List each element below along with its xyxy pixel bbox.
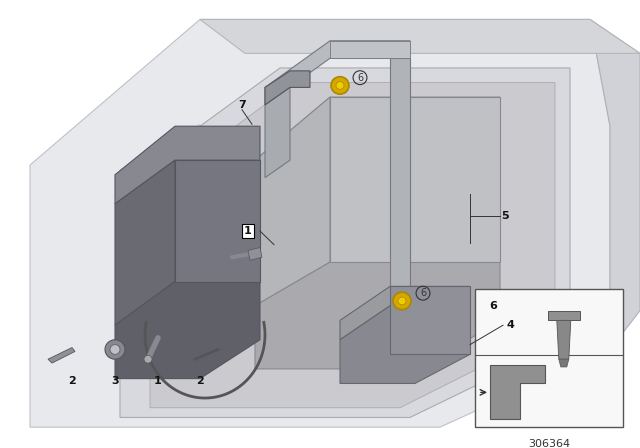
Circle shape: [393, 292, 411, 310]
Polygon shape: [265, 71, 310, 105]
Text: 6: 6: [357, 73, 363, 83]
Circle shape: [144, 355, 152, 363]
Polygon shape: [248, 248, 262, 260]
Text: 3: 3: [111, 375, 119, 386]
Text: 5: 5: [501, 211, 509, 220]
Polygon shape: [120, 68, 570, 418]
Polygon shape: [255, 97, 330, 306]
Polygon shape: [390, 286, 470, 354]
Circle shape: [336, 82, 344, 89]
Text: 2: 2: [196, 375, 204, 386]
Polygon shape: [30, 19, 610, 427]
Polygon shape: [115, 281, 260, 379]
Polygon shape: [115, 160, 175, 325]
Text: 7: 7: [238, 100, 246, 110]
Circle shape: [331, 77, 349, 94]
Text: 2: 2: [68, 375, 76, 386]
Polygon shape: [590, 19, 640, 349]
Circle shape: [110, 345, 120, 354]
Polygon shape: [330, 41, 410, 58]
Polygon shape: [150, 82, 555, 408]
Text: 6: 6: [420, 288, 426, 298]
Polygon shape: [265, 41, 410, 105]
Text: 1: 1: [154, 375, 162, 386]
Text: 1: 1: [244, 226, 252, 236]
Polygon shape: [559, 359, 569, 367]
Polygon shape: [390, 58, 410, 325]
Polygon shape: [255, 262, 500, 369]
Text: 4: 4: [506, 320, 514, 330]
Polygon shape: [200, 19, 640, 53]
Polygon shape: [340, 306, 470, 383]
Polygon shape: [255, 97, 500, 170]
Polygon shape: [330, 97, 500, 262]
Polygon shape: [48, 348, 75, 363]
Bar: [475, 289, 623, 427]
Text: 306364: 306364: [528, 439, 570, 448]
Polygon shape: [265, 87, 290, 178]
Circle shape: [105, 340, 125, 359]
Polygon shape: [557, 320, 571, 359]
Polygon shape: [175, 160, 260, 281]
Polygon shape: [115, 126, 260, 204]
Text: 6: 6: [489, 301, 497, 311]
Polygon shape: [490, 365, 545, 418]
Circle shape: [398, 297, 406, 305]
Polygon shape: [548, 310, 580, 320]
Polygon shape: [340, 286, 470, 340]
